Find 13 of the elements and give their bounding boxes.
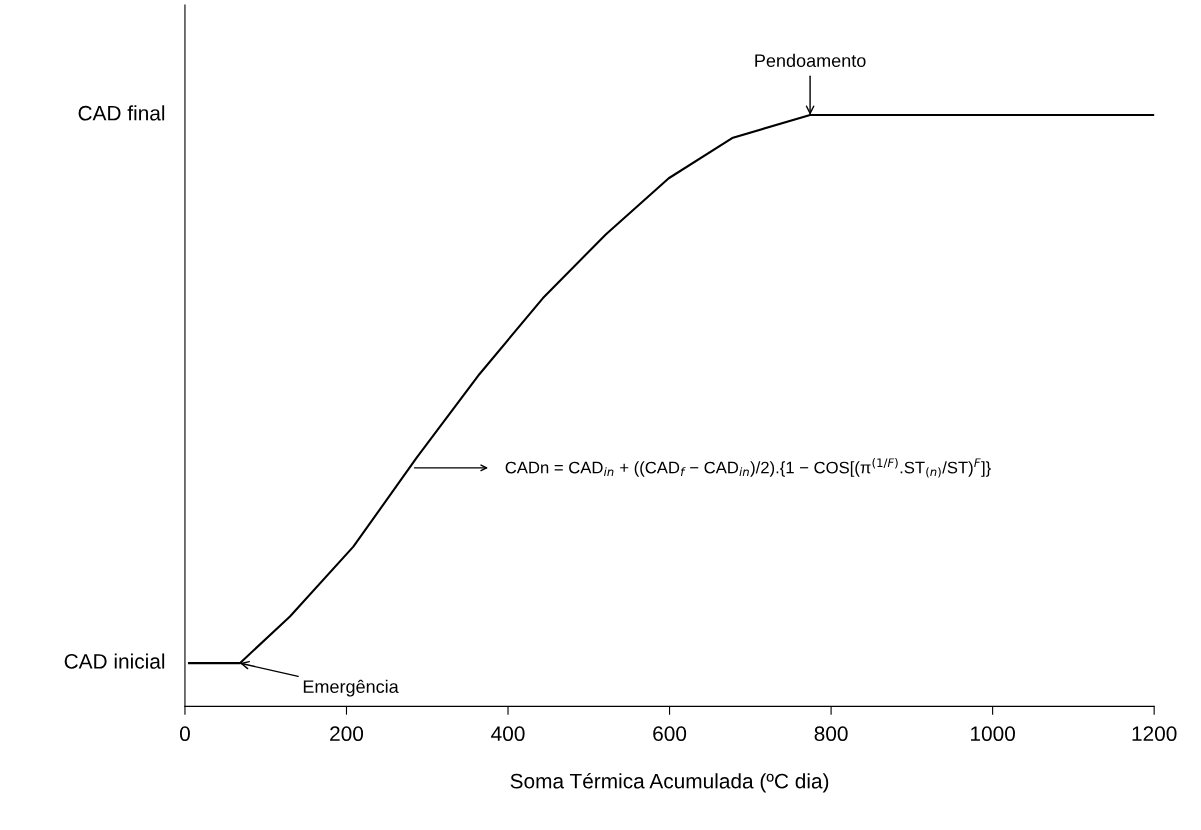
text: CADn = CAD$_{in}$ + ((CAD$_{f}$ − CAD$_{in}$)/2).{1 − COS[(π$^{(1/F)}$.ST$_{(n)}$/ST)$^{F}$]}	[505, 458, 991, 478]
x-tick-label: 200	[330, 726, 364, 742]
x-tick-label: 1000	[971, 726, 1015, 742]
annotation: Emergência	[303, 679, 399, 697]
text: CAD final	[78, 105, 165, 121]
x-tick-label: 400	[491, 726, 525, 742]
x-tick-label: 1200	[1132, 726, 1177, 742]
text: CAD inicial	[64, 653, 165, 669]
x-axis-title: Soma Térmica Acumulada (ºC dia)	[510, 772, 829, 793]
x-tick-label: 600	[653, 726, 687, 742]
annotation: Pendoamento	[755, 53, 866, 68]
x-tick-label: 800	[814, 726, 848, 742]
x-tick-label: 0	[179, 726, 190, 742]
